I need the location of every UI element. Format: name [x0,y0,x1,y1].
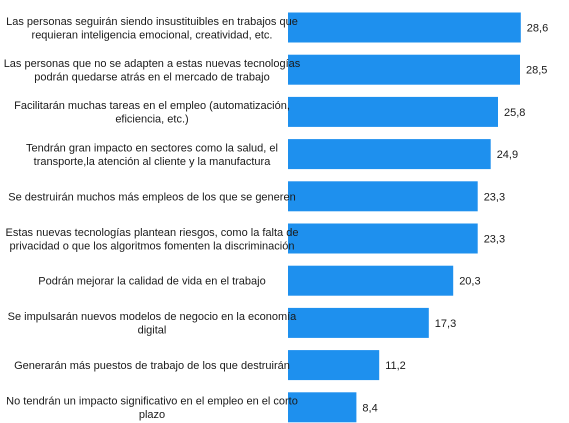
value-label-1: 28,6 [527,23,548,35]
category-label-8: Se impulsarán nuevos modelos de negocio … [8,311,298,337]
category-label-4-line-2: transporte,la atención al cliente y la m… [34,156,272,168]
bar-3 [288,96,498,127]
category-label-7: Podrán mejorar la calidad de vida en el … [38,276,265,288]
category-label-7-line-1: Podrán mejorar la calidad de vida en el … [38,276,265,288]
category-label-4-line-1: Tendrán gran impacto en sectores como la… [26,142,278,154]
value-label-9: 11,2 [385,360,406,372]
category-label-8-line-1: Se impulsarán nuevos modelos de negocio … [8,311,298,323]
category-label-1-line-1: Las personas seguirán siendo insustituib… [6,16,298,28]
value-label-4: 24,9 [497,149,518,161]
category-label-6: Estas nuevas tecnologías plantean riesgo… [6,227,299,253]
category-label-2-line-1: Las personas que no se adapten a estas n… [4,58,301,70]
bar-2 [288,54,520,85]
bar-9 [288,350,380,381]
category-label-6-line-2: privacidad o que los algoritmos fomenten… [10,240,295,252]
value-label-10: 8,4 [362,402,377,414]
category-label-2: Las personas que no se adapten a estas n… [4,58,301,84]
category-label-1: Las personas seguirán siendo insustituib… [6,16,298,42]
value-label-3: 25,8 [504,107,525,119]
category-label-1-line-2: requieran inteligencia emocional, creati… [32,29,273,41]
category-label-10-line-2: plazo [139,409,165,421]
category-label-3: Facilitarán muchas tareas en el empleo (… [14,100,290,126]
bar-6 [288,223,478,254]
bar-1 [288,12,521,43]
category-label-3-line-1: Facilitarán muchas tareas en el empleo (… [14,100,290,112]
category-label-2-line-2: podrán quedarse atrás en el mercado de t… [34,72,269,84]
bar-5 [288,181,478,212]
bar-4 [288,139,491,170]
category-label-10-line-1: No tendrán un impacto significativo en e… [6,396,298,408]
bar-7 [288,265,454,296]
value-label-7: 20,3 [459,276,480,288]
value-label-8: 17,3 [435,318,456,330]
category-label-6-line-1: Estas nuevas tecnologías plantean riesgo… [6,227,299,239]
category-label-3-line-2: eficiencia, etc.) [115,114,188,126]
category-label-9-line-1: Generarán más puestos de trabajo de los … [14,360,290,372]
category-label-5-line-1: Se destruirán muchos más empleos de los … [8,191,295,203]
category-label-9: Generarán más puestos de trabajo de los … [14,360,290,372]
value-label-2: 28,5 [526,65,547,77]
category-label-8-line-2: digital [138,325,167,337]
value-label-6: 23,3 [484,234,505,246]
bar-8 [288,307,429,338]
bar-10 [288,392,357,423]
category-label-5: Se destruirán muchos más empleos de los … [8,191,295,203]
value-label-5: 23,3 [484,191,505,203]
category-label-10: No tendrán un impacto significativo en e… [6,396,298,422]
category-label-4: Tendrán gran impacto en sectores como la… [26,142,278,168]
